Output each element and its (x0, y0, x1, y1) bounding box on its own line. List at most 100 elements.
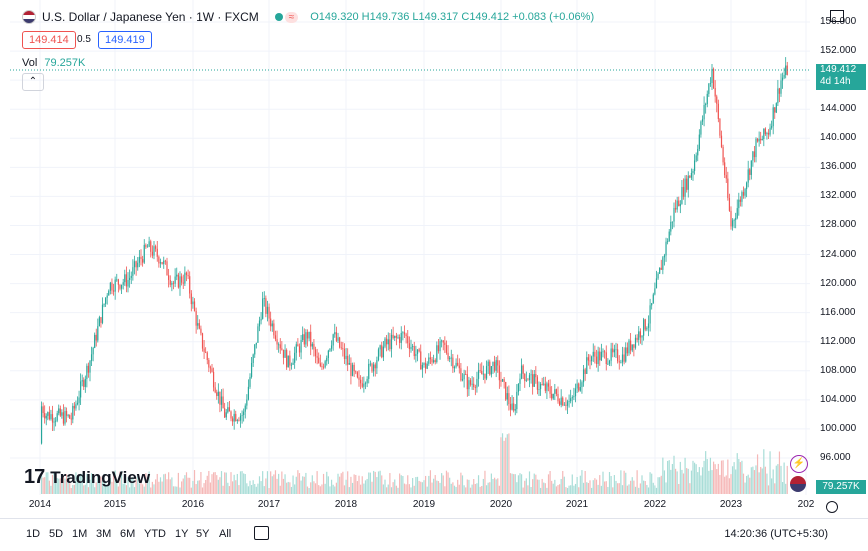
tradingview-logo[interactable]: 17 TradingView (24, 466, 150, 489)
range-button-6m[interactable]: 6M (120, 528, 136, 540)
candle-body (711, 68, 713, 83)
range-button-ytd[interactable]: YTD (144, 528, 166, 540)
candle-body (80, 381, 82, 398)
candle-body (633, 344, 635, 348)
volume-bar (731, 466, 734, 494)
candle-body (284, 349, 286, 358)
range-button-1d[interactable]: 1D (26, 528, 41, 540)
volume-bar (763, 449, 765, 494)
volume-bar (535, 474, 537, 494)
volume-bar (407, 475, 409, 494)
volume-bar (786, 465, 788, 494)
candle-body (433, 360, 435, 363)
volume-bar (460, 472, 462, 494)
candle-body (231, 418, 234, 422)
volume-bar (709, 457, 712, 494)
candle-body (374, 364, 376, 369)
price-chart[interactable] (10, 0, 810, 495)
volume-bar (397, 487, 399, 494)
us-flag-icon[interactable] (790, 476, 806, 492)
range-button-3m[interactable]: 3M (96, 528, 112, 540)
volume-bar (750, 467, 752, 494)
volume-bar (681, 469, 683, 494)
volume-bar (217, 479, 219, 494)
volume-bar (190, 487, 192, 494)
market-status[interactable]: ≈ (274, 11, 299, 23)
candle-body (698, 134, 700, 149)
volume-bar (112, 474, 115, 494)
fullscreen-icon[interactable] (830, 10, 844, 22)
candle-body (693, 160, 696, 171)
candle-body (111, 282, 113, 291)
candle-body (563, 404, 565, 406)
price-scale[interactable]: 96.000 100.000 104.000 108.000 112.000 116.00… (810, 0, 868, 495)
candle-body (172, 282, 175, 284)
volume-bar (676, 471, 678, 494)
candle-body (302, 334, 304, 341)
volume-bar (394, 479, 396, 494)
volume-bar (511, 473, 513, 494)
collapse-legend-button[interactable]: ⌃ (22, 73, 44, 91)
volume-bar (298, 473, 301, 494)
volume-bar (701, 467, 704, 494)
volume-bar (543, 482, 545, 494)
volume-bar (84, 484, 86, 494)
range-button-5d[interactable]: 5D (49, 528, 64, 540)
volume-bar (662, 457, 664, 494)
candle-body (222, 396, 224, 409)
candle-body (599, 351, 601, 361)
candle-body (783, 74, 785, 78)
volume-bar (311, 475, 313, 494)
candle-body (276, 339, 278, 345)
volume-bar (612, 487, 614, 494)
volume-bar (766, 473, 768, 494)
settings-icon[interactable] (826, 501, 838, 513)
candle-body (453, 366, 456, 369)
candle-body (412, 346, 414, 347)
candle-body (381, 345, 383, 358)
volume-bar (463, 485, 465, 494)
volume-bar (651, 473, 653, 494)
volume-bar (620, 470, 622, 494)
range-button-1m[interactable]: 1M (72, 528, 88, 540)
volume-bar (59, 478, 61, 494)
candle-body (148, 241, 150, 247)
volume-bar (423, 480, 425, 494)
candle-body (324, 361, 326, 368)
volume-bar (40, 475, 43, 494)
volume-bar (281, 471, 283, 494)
candle-body (445, 344, 448, 353)
volume-bar (528, 471, 531, 494)
volume-bar (576, 477, 578, 494)
chart-svg[interactable] (10, 0, 810, 495)
range-button-1y[interactable]: 1Y (175, 528, 189, 540)
candle-body (749, 169, 751, 175)
volume-bar (484, 470, 486, 494)
candle-body (73, 405, 75, 409)
volume-bar (138, 483, 140, 494)
candle-body (65, 410, 68, 416)
sell-button[interactable]: 149.414 (22, 31, 76, 49)
candle-body (295, 344, 297, 353)
volume-bar (258, 476, 261, 494)
volume-bar (322, 473, 325, 494)
calendar-icon[interactable] (254, 526, 269, 540)
volume-bar (487, 482, 489, 494)
volume-bar (200, 471, 202, 494)
volume-bar (392, 482, 394, 494)
symbol-title[interactable]: U.S. Dollar / Japanese Yen · 1W · FXCM (42, 10, 259, 24)
candle-body (318, 357, 320, 364)
buy-button[interactable]: 149.419 (98, 31, 152, 49)
volume-label: Vol (22, 57, 38, 69)
lightning-icon[interactable]: ⚡ (790, 455, 808, 473)
volume-bar (591, 487, 593, 494)
range-button-all[interactable]: All (219, 528, 232, 540)
range-button-5y[interactable]: 5Y (196, 528, 210, 540)
candle-body (747, 169, 749, 183)
candle-body (539, 384, 542, 390)
time-axis[interactable]: 2014 2015 2016 2017 2018 2019 2020 2021 2022 2023… (0, 495, 814, 515)
candle-body (47, 412, 49, 416)
candle-body (322, 366, 325, 368)
candle-body (706, 93, 708, 105)
clock[interactable]: 14:20:36 (UTC+5:30) (724, 528, 828, 540)
